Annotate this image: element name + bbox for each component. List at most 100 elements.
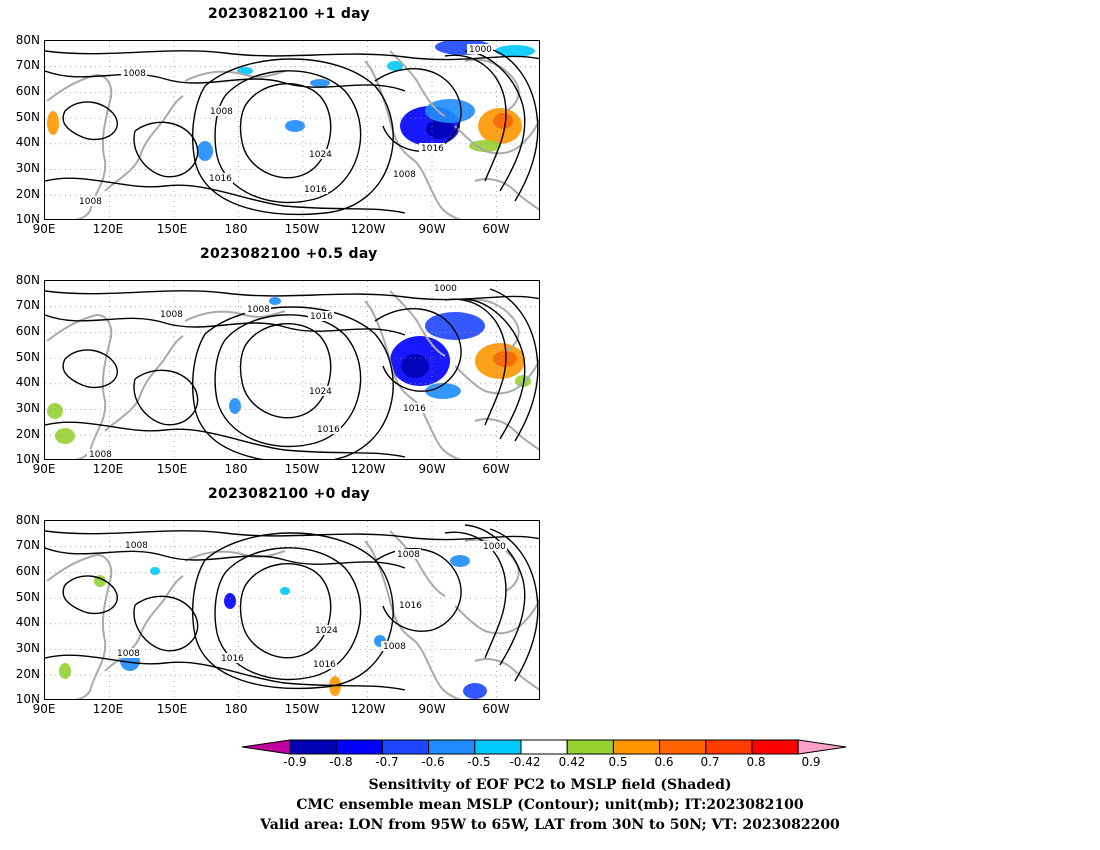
lat-label: 50N — [15, 590, 40, 604]
lon-label: 90W — [418, 222, 446, 236]
contour-label-bg — [401, 403, 427, 413]
lon-label: 120E — [92, 702, 124, 716]
lat-label: 70N — [15, 298, 40, 312]
colorbar-box — [381, 739, 430, 755]
isobar-contour — [192, 532, 394, 690]
isobar-contour — [374, 308, 462, 392]
coastline — [464, 58, 520, 112]
colorbar-box — [335, 739, 383, 755]
lon-label: 150W — [284, 222, 320, 236]
isobar-contour — [45, 547, 406, 569]
lat-label: 20N — [15, 187, 40, 201]
sensitivity-shading — [425, 99, 475, 123]
sensitivity-shading — [150, 567, 160, 575]
contour-label: 1016 — [221, 654, 244, 664]
colorbar-label: 0.9 — [801, 755, 821, 769]
coastline — [364, 300, 462, 459]
sensitivity-shading — [463, 683, 487, 699]
coastline — [389, 530, 446, 597]
lon-label: 180 — [224, 702, 248, 716]
isobar-contour — [133, 121, 199, 178]
contour-label: 1016 — [304, 185, 327, 195]
coastline — [104, 335, 184, 432]
sensitivity-shading — [197, 141, 213, 161]
lat-label: 60N — [15, 564, 40, 578]
sensitivity-shading — [387, 61, 403, 71]
lat-label: 20N — [15, 427, 40, 441]
lon-label: 150E — [156, 462, 188, 476]
sensitivity-shading — [425, 312, 485, 340]
lat-label: 70N — [15, 538, 40, 552]
contour-label-bg — [395, 549, 421, 559]
coastline — [184, 70, 286, 82]
contour-label-bg — [315, 424, 341, 434]
contour-label-bg — [307, 386, 333, 396]
lon-label: 120W — [350, 702, 386, 716]
coastline — [184, 310, 286, 322]
lat-label: 60N — [15, 84, 40, 98]
contour-label-bg — [115, 648, 141, 658]
isobar-contour — [489, 48, 539, 202]
colorbar-high-triangle — [797, 739, 847, 755]
isobar-contour — [239, 82, 332, 179]
isobar-contour — [239, 322, 332, 419]
lat-label: 40N — [15, 615, 40, 629]
lon-label: 150E — [156, 222, 188, 236]
isobar-contour — [62, 575, 118, 615]
contour-label: 1008 — [123, 69, 146, 79]
contour-label-bg — [432, 283, 458, 293]
isobar-contour — [444, 298, 507, 426]
lon-label: 180 — [224, 222, 248, 236]
coastline — [454, 596, 539, 635]
contour-label-bg — [158, 309, 184, 319]
coastline — [454, 356, 539, 395]
coastline — [184, 550, 286, 562]
contour-label-bg — [245, 304, 271, 314]
sensitivity-shading — [229, 398, 241, 414]
colorbar-label: -0.9 — [283, 755, 307, 769]
sensitivity-shading — [425, 383, 461, 399]
colorbar-box — [612, 739, 661, 755]
contour-label-bg — [313, 625, 339, 635]
contour-label-bg — [419, 143, 445, 153]
lon-label: 150E — [156, 702, 188, 716]
isobar-contour — [464, 524, 526, 666]
contour-label-bg — [123, 540, 149, 550]
lat-label: 80N — [15, 513, 40, 527]
isobar-contour — [133, 369, 199, 426]
colorbar-label: 0.42 — [558, 755, 586, 769]
contour-label: 1008 — [89, 450, 112, 460]
sensitivity-shading — [469, 140, 501, 152]
sensitivity-shading — [450, 555, 470, 567]
colorbar-label: -0.5 — [467, 755, 491, 769]
isobar-contour — [45, 70, 406, 92]
lon-label: 150W — [284, 702, 320, 716]
coastline — [364, 540, 462, 699]
sensitivity-shading — [59, 663, 71, 679]
caption-line-2: CMC ensemble mean MSLP (Contour); unit(m… — [296, 797, 804, 813]
lat-label: 40N — [15, 375, 40, 389]
lon-label: 120W — [350, 462, 386, 476]
coastline — [389, 290, 446, 357]
map-svg-1day: 1008 1008 1024 1016 1016 1008 1016 1000 1008 — [45, 41, 539, 219]
contour-label: 1016 — [209, 174, 232, 184]
colorbar-box — [751, 739, 799, 755]
colorbar-box — [428, 739, 476, 755]
isobar-contour — [45, 177, 406, 214]
contour-label: 1008 — [210, 107, 233, 117]
map-svg-half-day: 1008 1008 1016 1000 1024 1016 1016 1008 — [45, 281, 539, 460]
isobar-contour — [464, 50, 526, 192]
contour-label-bg — [208, 106, 234, 116]
isobar-contour — [239, 562, 332, 659]
lon-label: 120E — [92, 222, 124, 236]
colorbar-label: 0.5 — [608, 755, 628, 769]
isobar-contour — [45, 314, 406, 336]
contour-label-bg — [302, 184, 328, 194]
sensitivity-shading — [493, 351, 517, 367]
isobar-contour — [192, 306, 394, 459]
contour-label-bg — [121, 68, 147, 78]
contour-label: 1024 — [309, 150, 332, 160]
sensitivity-shading — [269, 297, 281, 305]
contour-label: 1008 — [247, 305, 270, 315]
colorbar-box — [289, 739, 337, 755]
